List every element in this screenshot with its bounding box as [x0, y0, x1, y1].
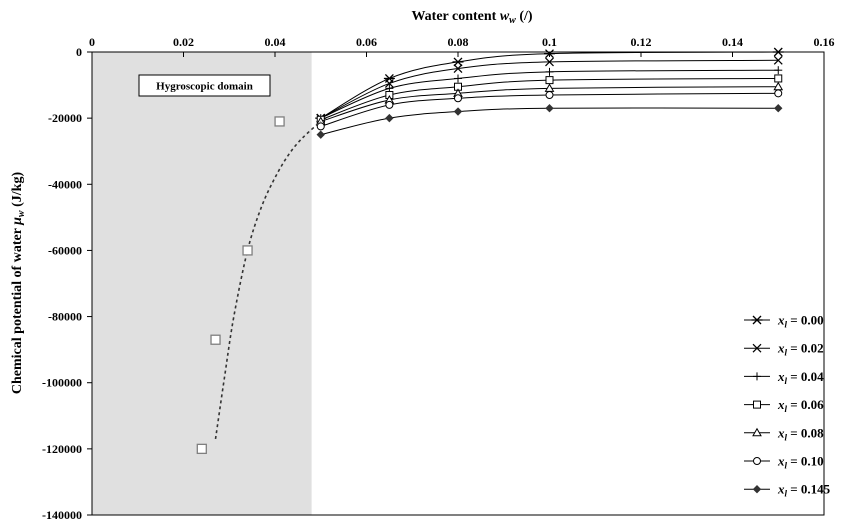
legend-marker — [751, 315, 763, 325]
hygroscopic-label-box — [138, 74, 271, 97]
series-point — [316, 122, 325, 131]
y-tick-label: -140000 — [42, 508, 82, 522]
legend-label: xl = 0.08 — [777, 425, 824, 442]
x-tick-label: 0.08 — [448, 35, 469, 49]
series-point — [774, 74, 783, 83]
x-tick-label: 0.16 — [814, 35, 835, 49]
legend-label: xl = 0.10 — [777, 454, 824, 471]
series-line — [320, 59, 779, 119]
hygroscopic-point — [196, 443, 207, 455]
series-point — [545, 76, 554, 85]
x-axis-title-subscript: w — [509, 15, 516, 26]
hygroscopic-region — [92, 52, 312, 515]
series-line — [320, 92, 779, 127]
series-point — [545, 104, 554, 113]
legend-item: xl = 0.08 — [744, 425, 824, 442]
series-6 — [316, 104, 783, 139]
legend-label: xl = 0.00 — [777, 313, 824, 330]
y-tick-label: -20000 — [48, 111, 82, 125]
series-point — [383, 73, 395, 83]
y-tick-label: -100000 — [42, 376, 82, 390]
legend-label: xl = 0.145 — [777, 482, 831, 499]
legend-item: xl = 0.145 — [744, 482, 831, 499]
y-axis-title: Chemical potential of water μw (J/kg) — [10, 172, 27, 395]
legend-label: xl = 0.04 — [777, 369, 824, 386]
series-point — [773, 81, 784, 91]
series-line — [320, 107, 779, 136]
legend-marker — [752, 484, 762, 494]
series-line — [320, 77, 779, 121]
series-point — [384, 78, 394, 88]
series-line — [320, 69, 779, 119]
series-point — [316, 130, 325, 139]
legend-marker — [752, 427, 762, 437]
series-1 — [316, 55, 783, 123]
series-point — [774, 104, 783, 113]
series-layer — [315, 47, 784, 139]
x-tick-label: 0 — [89, 35, 95, 49]
series-point — [774, 89, 783, 98]
y-tick-label: -80000 — [48, 310, 82, 324]
series-point — [385, 113, 394, 123]
series-3 — [316, 74, 783, 124]
series-point — [454, 94, 462, 103]
y-axis-title-unit: (J/kg) — [10, 172, 25, 211]
x-axis-title-unit: (/) — [516, 9, 533, 24]
series-5 — [316, 89, 783, 131]
hygroscopic-fit-line — [214, 120, 322, 440]
hygroscopic-point — [210, 334, 221, 345]
x-tick-label: 0.1 — [542, 35, 557, 49]
series-point — [452, 57, 464, 67]
series-point — [774, 66, 783, 75]
x-axis-title-text: Water content — [411, 9, 499, 24]
series-point — [773, 55, 783, 65]
y-tick-label: 0 — [76, 45, 82, 59]
hygroscopic-point — [242, 245, 253, 256]
x-tick-label: 0.12 — [631, 35, 652, 49]
y-axis-title-subscript: w — [16, 210, 27, 217]
y-axis-title-symbol: μ — [10, 217, 25, 226]
y-axis-title-text: Chemical potential of water — [10, 225, 25, 394]
legend-marker — [753, 400, 761, 409]
y-axis: 0 -20000 -40000 -60000 -80000 -100000 -120000 -… — [42, 45, 92, 522]
legend-marker — [753, 372, 761, 381]
series-point — [545, 90, 554, 99]
y-tick-label: -120000 — [42, 442, 82, 456]
hygroscopic-label: Hygroscopic domain — [156, 81, 253, 93]
series-point — [453, 107, 463, 116]
x-tick-label: 0.04 — [265, 35, 286, 49]
y-tick-label: -60000 — [48, 243, 82, 257]
x-tick-label: 0.06 — [356, 35, 377, 49]
legend-marker — [752, 343, 762, 353]
x-tick-label: 0.14 — [722, 35, 743, 49]
x-tick-label: 0.02 — [173, 35, 194, 49]
legend-label: xl = 0.02 — [777, 341, 824, 358]
legend: xl = 0.00 xl = 0.02 xl = 0.04 xl = 0.06 xl =… — [744, 313, 831, 499]
legend-marker — [753, 457, 761, 465]
series-point — [385, 100, 394, 109]
legend-item: xl = 0.02 — [744, 341, 824, 358]
series-point — [545, 57, 554, 67]
legend-item: xl = 0.10 — [744, 454, 824, 471]
legend-item: xl = 0.00 — [744, 313, 824, 330]
series-point — [545, 67, 554, 76]
series-point — [454, 74, 462, 83]
x-axis: 0 0.02 0.04 0.06 0.08 0.1 0.12 0.14 0.16 — [89, 35, 835, 57]
legend-item: xl = 0.04 — [744, 369, 824, 386]
legend-item: xl = 0.06 — [744, 397, 824, 414]
legend-label: xl = 0.06 — [777, 397, 824, 414]
series-line — [320, 86, 779, 122]
x-axis-title-symbol: w — [500, 9, 510, 24]
series-point — [453, 64, 463, 73]
y-tick-label: -40000 — [48, 177, 82, 191]
x-axis-title: Water content ww (/) — [411, 9, 532, 26]
hygroscopic-point — [274, 116, 285, 127]
hygroscopic-layer — [196, 116, 322, 455]
